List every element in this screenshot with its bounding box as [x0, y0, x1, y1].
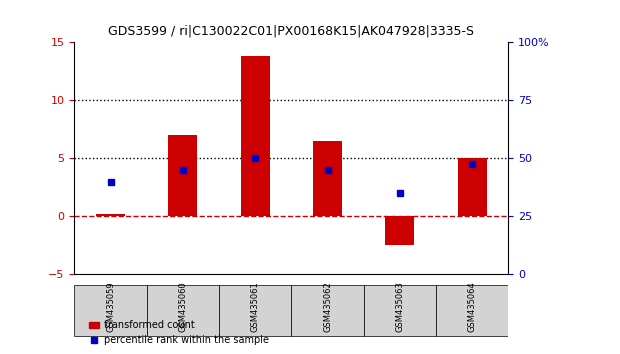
Legend: transformed count, percentile rank within the sample: transformed count, percentile rank withi…	[86, 316, 273, 349]
Text: GSM435064: GSM435064	[467, 282, 477, 332]
Bar	[96, 214, 125, 216]
FancyBboxPatch shape	[147, 285, 219, 336]
Text: GSM435061: GSM435061	[250, 282, 260, 332]
Text: GDS3599 / ri|C130022C01|PX00168K15|AK047928|3335-S: GDS3599 / ri|C130022C01|PX00168K15|AK047…	[108, 25, 474, 38]
Text: GSM435059: GSM435059	[106, 282, 115, 332]
FancyBboxPatch shape	[364, 285, 436, 336]
Bar	[458, 159, 487, 216]
Bar	[169, 135, 197, 216]
Text: GSM435062: GSM435062	[323, 282, 332, 332]
FancyBboxPatch shape	[291, 285, 364, 336]
Bar	[241, 56, 270, 216]
FancyBboxPatch shape	[436, 285, 508, 336]
Text: GSM435063: GSM435063	[396, 282, 404, 332]
Bar	[386, 216, 414, 245]
FancyBboxPatch shape	[74, 285, 147, 336]
Bar	[313, 141, 342, 216]
FancyBboxPatch shape	[219, 285, 291, 336]
Text: GSM435060: GSM435060	[179, 282, 187, 332]
